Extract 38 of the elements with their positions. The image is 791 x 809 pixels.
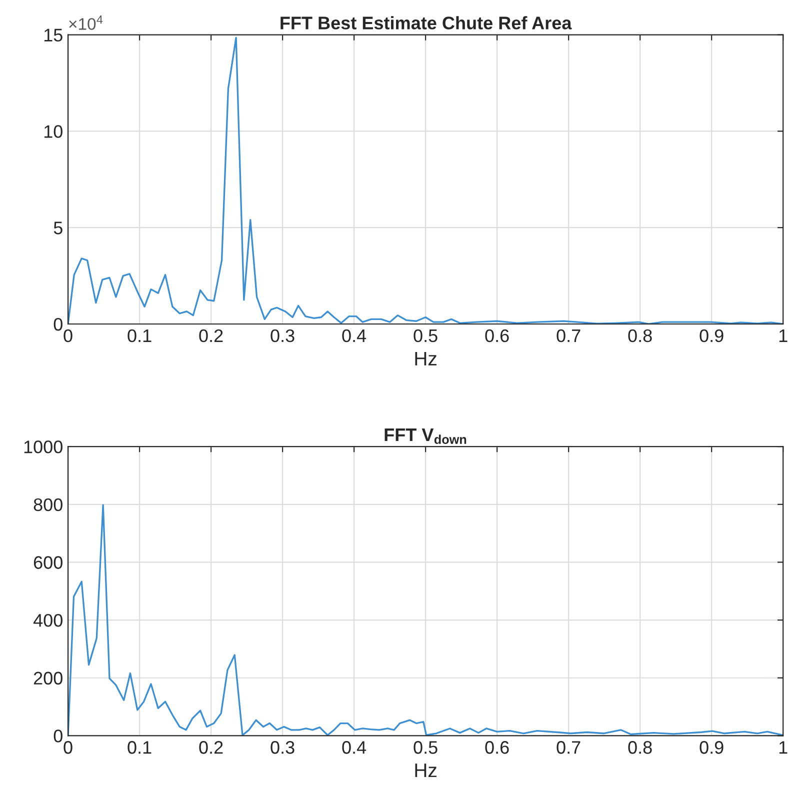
y-tick-label: 800 [34,498,62,512]
x-tick-label: 0.9 [700,741,724,754]
x-tick-label: 0.5 [414,741,438,754]
x-axis-title: Hz [415,764,436,778]
x-tick-label: 1 [779,330,788,342]
x-tick-label: 0.6 [485,329,509,342]
y-tick-label: 1000 [24,440,62,454]
x-tick-label: 0.9 [700,329,724,342]
y-tick-label: 0 [54,730,62,742]
x-tick-label: 0.3 [270,741,294,754]
x-tick-label: 0.1 [128,741,152,754]
y-tick-label: 400 [33,614,62,627]
x-tick-label: 1 [779,741,788,754]
x-tick-label: 0.4 [342,329,366,342]
x-tick-label: 0.2 [199,741,223,754]
x-tick-label: 0 [64,329,72,342]
x-tick-label: 0.7 [556,741,580,754]
x-tick-label: 0.5 [414,329,438,342]
x-tick-label: 0.2 [199,329,223,342]
y-tick-label: 600 [34,556,62,569]
chart-title: FFT Best Estimate Chute Ref Area [280,16,572,30]
y-tick-label: 200 [34,672,62,685]
text: ×10$^{4}$ [69,16,103,30]
y-tick-label: 5 [54,222,62,234]
x-tick-label: 0.8 [628,741,652,754]
x-tick-label: 0.1 [128,329,152,342]
x-axis-title: Hz [415,352,436,366]
x-tick-label: 0.8 [628,329,652,342]
x-tick-label: 0.6 [485,741,509,754]
line-series [68,36,784,324]
x-tick-label: 0.3 [270,329,294,342]
x-tick-label: 0 [64,741,72,754]
y-tick-label: 10 [44,125,62,138]
x-tick-label: 0.7 [556,329,580,342]
chart-title: FFT V$_{down}$ [384,428,466,444]
x-tick-label: 0.4 [342,741,366,754]
y-tick-label: 0 [54,318,62,331]
y-tick-label: 15 [44,28,62,42]
